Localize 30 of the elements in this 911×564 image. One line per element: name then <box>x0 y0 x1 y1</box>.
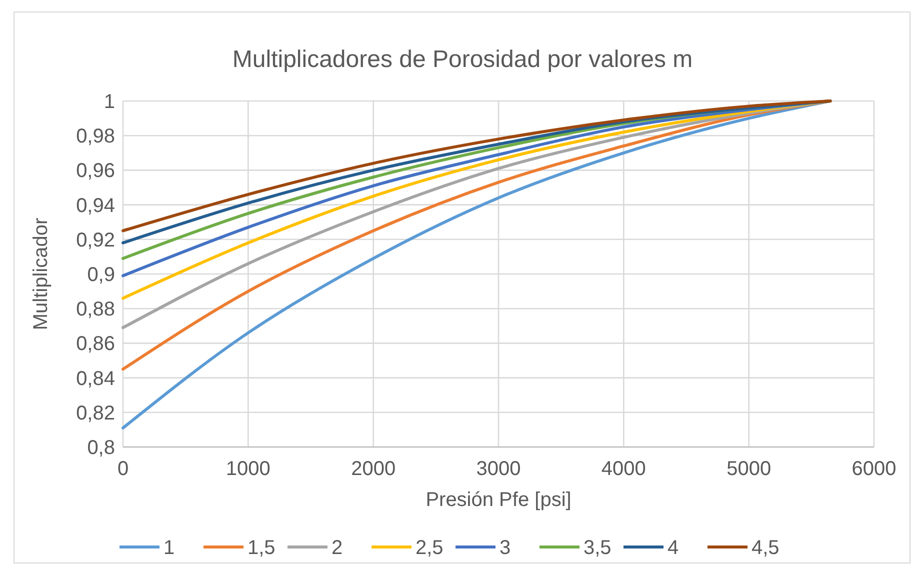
line-series <box>122 100 832 430</box>
legend-label: 2,5 <box>416 537 444 559</box>
chart-title: Multiplicadores de Porosidad por valores m <box>232 46 693 73</box>
x-axis-title: Presión Pfe [psi] <box>426 489 572 511</box>
x-tick-label: 5000 <box>726 458 772 480</box>
x-tick-label: 3000 <box>476 458 521 480</box>
x-tick-label: 0 <box>117 458 129 480</box>
legend-label: 3 <box>500 537 511 559</box>
y-tick-label: 0,9 <box>87 264 115 286</box>
legend-label: 3,5 <box>584 537 612 559</box>
y-tick-label: 0,94 <box>76 194 115 217</box>
legend-label: 4 <box>668 537 679 559</box>
y-tick-label: 0,84 <box>76 368 115 390</box>
y-tick-label: 0,98 <box>76 126 115 148</box>
y-tick-label: 0,8 <box>87 437 115 459</box>
legend-label: 1 <box>164 537 175 559</box>
legend-label: 4,5 <box>752 537 780 559</box>
legend-label: 2 <box>332 537 343 559</box>
y-tick-label: 0,82 <box>76 402 115 424</box>
x-tick-label: 6000 <box>852 458 896 480</box>
x-tick-label: 4000 <box>601 458 646 480</box>
y-axis-title: Multiplicador <box>30 218 52 330</box>
x-tick-label: 1000 <box>226 458 270 480</box>
y-tick-label: 0,96 <box>76 160 115 182</box>
y-tick-label: 1 <box>104 91 115 113</box>
y-tick-label: 0,86 <box>76 333 115 356</box>
y-tick-label: 0,88 <box>76 298 115 321</box>
x-tick-label: 2000 <box>351 458 396 480</box>
y-tick-label: 0,92 <box>76 229 115 252</box>
legend-label: 1,5 <box>248 537 276 559</box>
